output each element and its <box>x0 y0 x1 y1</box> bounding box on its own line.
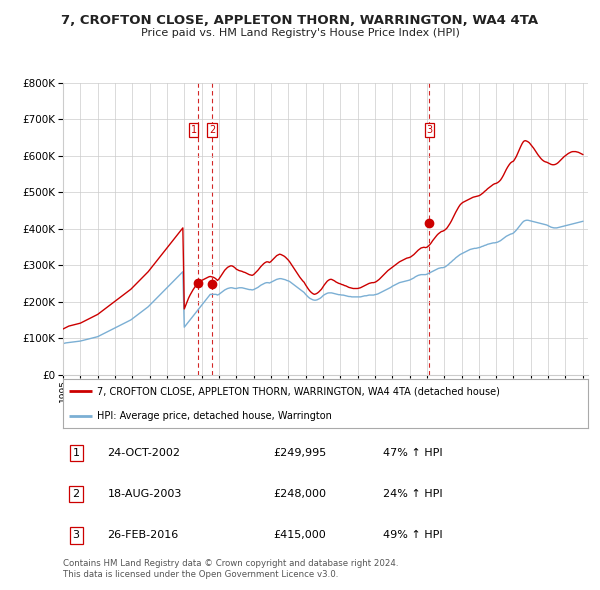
Text: 7, CROFTON CLOSE, APPLETON THORN, WARRINGTON, WA4 4TA: 7, CROFTON CLOSE, APPLETON THORN, WARRIN… <box>61 14 539 27</box>
Text: Price paid vs. HM Land Registry's House Price Index (HPI): Price paid vs. HM Land Registry's House … <box>140 28 460 38</box>
Text: This data is licensed under the Open Government Licence v3.0.: This data is licensed under the Open Gov… <box>63 571 338 579</box>
Text: HPI: Average price, detached house, Warrington: HPI: Average price, detached house, Warr… <box>97 411 332 421</box>
Text: 3: 3 <box>73 530 80 540</box>
Text: £249,995: £249,995 <box>273 448 326 458</box>
Text: 2: 2 <box>73 489 80 499</box>
Text: 26-FEB-2016: 26-FEB-2016 <box>107 530 179 540</box>
Text: £248,000: £248,000 <box>273 489 326 499</box>
Text: 47% ↑ HPI: 47% ↑ HPI <box>383 448 443 458</box>
Text: 1: 1 <box>73 448 80 458</box>
Text: 18-AUG-2003: 18-AUG-2003 <box>107 489 182 499</box>
Text: £415,000: £415,000 <box>273 530 326 540</box>
Text: 49% ↑ HPI: 49% ↑ HPI <box>383 530 443 540</box>
Text: 3: 3 <box>427 125 433 135</box>
Text: 2: 2 <box>209 125 215 135</box>
Text: 7, CROFTON CLOSE, APPLETON THORN, WARRINGTON, WA4 4TA (detached house): 7, CROFTON CLOSE, APPLETON THORN, WARRIN… <box>97 386 500 396</box>
Text: Contains HM Land Registry data © Crown copyright and database right 2024.: Contains HM Land Registry data © Crown c… <box>63 559 398 568</box>
Text: 24-OCT-2002: 24-OCT-2002 <box>107 448 181 458</box>
Text: 24% ↑ HPI: 24% ↑ HPI <box>383 489 443 499</box>
Text: 1: 1 <box>191 125 197 135</box>
